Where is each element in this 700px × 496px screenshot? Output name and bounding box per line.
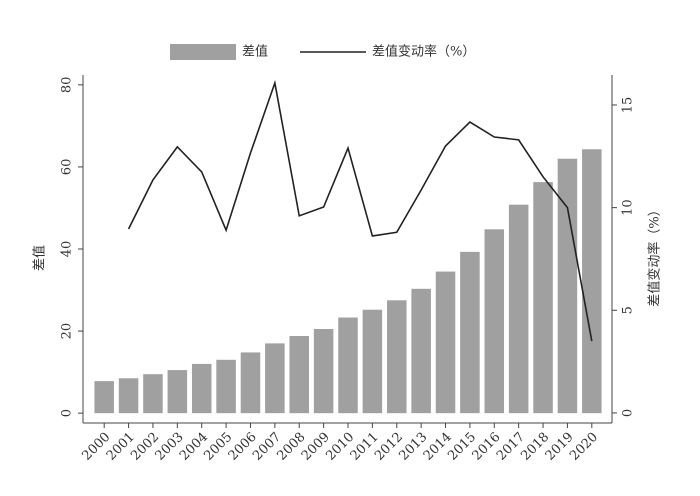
x-tick-label: 2020 bbox=[567, 430, 601, 464]
bar bbox=[94, 381, 114, 414]
bar bbox=[265, 343, 285, 414]
bar bbox=[484, 229, 505, 414]
bar bbox=[338, 317, 358, 414]
bar bbox=[362, 309, 383, 414]
y2-tick-label: 15 bbox=[621, 97, 636, 114]
bar bbox=[435, 271, 456, 414]
bar bbox=[143, 374, 163, 414]
bar bbox=[508, 204, 529, 414]
y-tick-label: 0 bbox=[60, 409, 75, 417]
bar bbox=[216, 359, 236, 414]
legend-swatch bbox=[170, 44, 236, 60]
y-tick-label: 60 bbox=[60, 159, 75, 176]
bar bbox=[387, 300, 407, 414]
y2-axis-title: 差值变动率（%） bbox=[647, 203, 663, 306]
bar bbox=[240, 352, 261, 414]
bar bbox=[582, 149, 602, 414]
line bbox=[127, 79, 593, 342]
bar bbox=[289, 336, 309, 414]
bar bbox=[411, 288, 431, 414]
bar bbox=[313, 329, 334, 414]
legend-label: 差值变动率（%） bbox=[372, 44, 475, 60]
y-axis-title: 差值 bbox=[32, 245, 48, 271]
y2-tick-label: 10 bbox=[621, 199, 636, 216]
bar bbox=[191, 363, 212, 414]
bar bbox=[118, 378, 139, 414]
bar bbox=[460, 251, 480, 414]
legend-label: 差值 bbox=[242, 44, 268, 60]
y2-tick-label: 5 bbox=[621, 306, 636, 314]
y-tick-label: 20 bbox=[60, 323, 75, 340]
bar bbox=[557, 158, 578, 414]
bar bbox=[533, 182, 553, 414]
bar bbox=[167, 370, 188, 414]
y2-tick-label: 0 bbox=[621, 409, 636, 417]
y-tick-label: 40 bbox=[60, 241, 75, 258]
y-tick-label: 80 bbox=[60, 77, 75, 94]
